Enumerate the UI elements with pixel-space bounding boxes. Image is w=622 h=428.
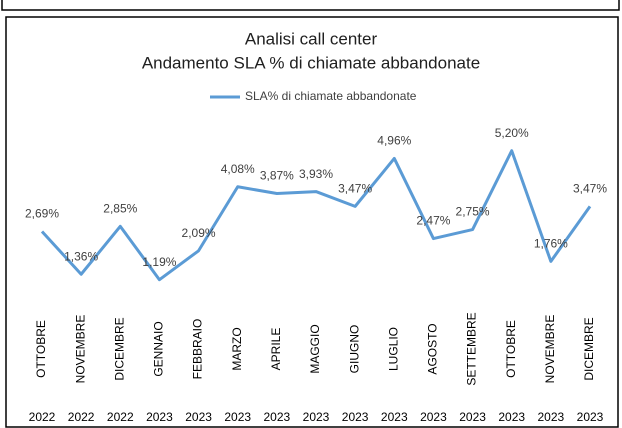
x-year-label: 2023 (381, 410, 408, 424)
data-label: 1,76% (534, 237, 568, 251)
x-tick-label: OTTOBRE (504, 320, 518, 378)
data-label: 4,96% (377, 134, 411, 148)
x-tick-label: GIUGNO (347, 325, 361, 374)
data-label: 5,20% (495, 126, 529, 140)
x-year-label: 2023 (498, 410, 525, 424)
x-tick-label: GENNAIO (152, 321, 166, 376)
chart-subtitle: Andamento SLA % di chiamate abbandonate (142, 53, 480, 72)
x-year-label: 2022 (68, 410, 95, 424)
data-label: 1,19% (142, 255, 176, 269)
data-label: 2,09% (182, 226, 216, 240)
x-tick-label: DICEMBRE (582, 317, 596, 380)
data-label: 1,36% (64, 249, 98, 263)
x-tick-label: MAGGIO (308, 324, 322, 373)
x-year-label: 2023 (303, 410, 330, 424)
data-label: 2,75% (456, 205, 490, 219)
x-tick-label: FEBBRAIO (191, 319, 205, 380)
x-year-label: 2023 (459, 410, 486, 424)
x-year-label: 2022 (29, 410, 56, 424)
series-line (40, 149, 592, 282)
x-year-label: 2023 (420, 410, 447, 424)
x-tick-label: NOVEMBRE (543, 315, 557, 384)
x-year-label: 2023 (577, 410, 604, 424)
x-tick-label: MARZO (230, 327, 244, 370)
x-tick-label: SETTEMBRE (465, 312, 479, 385)
x-tick-label: APRILE (269, 328, 283, 371)
x-tick-label: NOVEMBRE (73, 315, 87, 384)
chart-title: Analisi call center (245, 29, 378, 48)
x-year-label: 2023 (264, 410, 291, 424)
data-label: 3,93% (299, 167, 333, 181)
data-label: 2,69% (25, 207, 59, 221)
data-label: 4,08% (221, 162, 255, 176)
x-year-label: 2023 (224, 410, 251, 424)
legend-label: SLA% di chiamate abbandonate (245, 89, 417, 103)
x-year-label: 2022 (107, 410, 134, 424)
x-year-label: 2023 (538, 410, 565, 424)
x-tick-label: AGOSTO (426, 323, 440, 374)
chart-frame (5, 16, 619, 428)
x-tick-label: OTTOBRE (34, 320, 48, 378)
top-frame (1, 0, 620, 11)
x-year-label: 2023 (185, 410, 212, 424)
x-year-label: 2023 (342, 410, 369, 424)
x-tick-label: DICEMBRE (112, 317, 126, 380)
data-label: 3,47% (338, 182, 372, 196)
data-label: 2,47% (416, 214, 450, 228)
x-year-label: 2023 (146, 410, 173, 424)
data-label: 3,47% (573, 182, 607, 196)
data-label: 3,87% (260, 169, 294, 183)
x-tick-label: LUGLIO (386, 327, 400, 371)
data-label: 2,85% (103, 201, 137, 215)
